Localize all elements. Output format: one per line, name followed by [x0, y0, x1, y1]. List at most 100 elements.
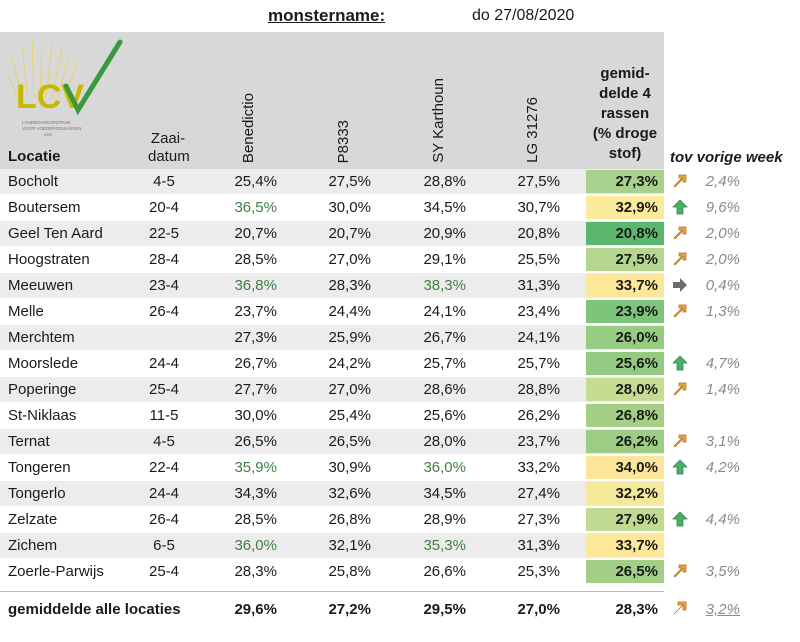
value-cell: 23,4%	[517, 303, 560, 320]
footer-cell: 29,6%	[234, 601, 277, 618]
average-cell: 27,3%	[586, 170, 664, 193]
table-row: Zoerle-Parwijs 25-4 28,3% 25,8% 26,6% 25,3% 26…	[0, 559, 800, 585]
arrow-up-right-icon	[672, 225, 688, 241]
sowing-date: 25-4	[148, 563, 180, 580]
sowing-date: 26-4	[148, 303, 180, 320]
sowing-date: 6-5	[153, 537, 175, 554]
weekly-change: 4,4%	[705, 511, 740, 528]
table-body: Bocholt 4-5 25,4% 27,5% 28,8% 27,5% 27,3% 2,4% B…	[0, 169, 800, 585]
average-cell: 32,9%	[586, 196, 664, 219]
arrow-up-right-icon	[672, 251, 688, 267]
value-cell: 33,2%	[517, 459, 560, 476]
location-name: Bocholt	[8, 173, 59, 190]
value-cell: 27,5%	[328, 173, 371, 190]
sowing-date: 22-4	[148, 459, 180, 476]
value-cell: 20,8%	[517, 225, 560, 242]
location-name: Zichem	[8, 537, 58, 554]
average-cell: 26,8%	[586, 404, 664, 427]
average-cell: 26,5%	[586, 560, 664, 583]
value-cell: 25,6%	[423, 407, 466, 424]
col-p8333: P8333	[335, 119, 352, 163]
value-cell: 25,7%	[517, 355, 560, 372]
value-cell: 25,9%	[328, 329, 371, 346]
sowing-date: 28-4	[148, 251, 180, 268]
average-cell: 25,6%	[586, 352, 664, 375]
location-name: Hoogstraten	[8, 251, 90, 268]
value-cell: 34,5%	[423, 485, 466, 502]
arrow-up-icon	[672, 355, 688, 371]
col-tov: tov vorige week	[670, 149, 783, 166]
value-cell: 26,2%	[517, 407, 560, 424]
value-cell: 24,2%	[328, 355, 371, 372]
sowing-date: 4-5	[153, 433, 175, 450]
value-cell: 23,7%	[234, 303, 277, 320]
average-cell: 27,9%	[586, 508, 664, 531]
arrow-up-icon	[672, 459, 688, 475]
value-cell: 25,3%	[517, 563, 560, 580]
value-cell: 20,7%	[234, 225, 277, 242]
value-cell: 25,5%	[517, 251, 560, 268]
average-cell: 27,5%	[586, 248, 664, 271]
sowing-date: 23-4	[148, 277, 180, 294]
table-row: Tongerlo 24-4 34,3% 32,6% 34,5% 27,4% 32,2%	[0, 481, 800, 507]
value-cell: 30,9%	[328, 459, 371, 476]
table-row: Zelzate 26-4 28,5% 26,8% 28,9% 27,3% 27,9% 4,4%	[0, 507, 800, 533]
value-cell: 26,7%	[423, 329, 466, 346]
value-cell: 35,3%	[423, 537, 466, 554]
value-cell: 24,4%	[328, 303, 371, 320]
weekly-change: 9,6%	[705, 199, 740, 216]
location-name: Melle	[8, 303, 44, 320]
average-cell: 23,9%	[586, 300, 664, 323]
svg-text:LANDBOUWCENTRUM: LANDBOUWCENTRUM	[22, 120, 71, 125]
value-cell: 29,1%	[423, 251, 466, 268]
location-name: Moorslede	[8, 355, 79, 372]
value-cell: 30,0%	[234, 407, 277, 424]
value-cell: 34,5%	[423, 199, 466, 216]
value-cell: 26,7%	[234, 355, 277, 372]
average-cell: 20,8%	[586, 222, 664, 245]
average-cell: 33,7%	[586, 534, 664, 557]
value-cell: 24,1%	[423, 303, 466, 320]
value-cell: 27,3%	[234, 329, 277, 346]
sowing-date: 20-4	[148, 199, 180, 216]
value-cell: 25,4%	[328, 407, 371, 424]
lcv-logo: LCV LANDBOUWCENTRUM VOOR VOEDERGEWASSEN …	[7, 38, 128, 144]
table-row: Meeuwen 23-4 36,8% 28,3% 38,3% 31,3% 33,7% 0,4%	[0, 273, 800, 299]
location-name: Meeuwen	[8, 277, 74, 294]
value-cell: 25,7%	[423, 355, 466, 372]
footer-cell: 29,5%	[423, 601, 466, 618]
table-row: Zichem 6-5 36,0% 32,1% 35,3% 31,3% 33,7%	[0, 533, 800, 559]
value-cell: 27,3%	[517, 511, 560, 528]
value-cell: 28,5%	[234, 511, 277, 528]
sowing-date: 24-4	[148, 485, 180, 502]
location-name: Zoerle-Parwijs	[8, 563, 104, 580]
location-name: Ternat	[8, 433, 50, 450]
sowing-date: 11-5	[149, 407, 179, 424]
value-cell: 30,7%	[517, 199, 560, 216]
location-name: Tongerlo	[8, 485, 66, 502]
col-average: gemid-delde 4 rassen (% droge stof)	[592, 65, 658, 162]
value-cell: 25,8%	[328, 563, 371, 580]
table-row: Ternat 4-5 26,5% 26,5% 28,0% 23,7% 26,2% 3,1%	[0, 429, 800, 455]
location-name: St-Niklaas	[8, 407, 77, 424]
value-cell: 30,0%	[328, 199, 371, 216]
value-cell: 28,3%	[234, 563, 277, 580]
weekly-change: 2,0%	[705, 251, 740, 268]
value-cell: 27,7%	[234, 381, 277, 398]
average-cell: 26,0%	[586, 326, 664, 349]
value-cell: 27,0%	[328, 251, 371, 268]
sowing-date: 22-5	[148, 225, 180, 242]
location-name: Merchtem	[8, 329, 75, 346]
average-cell: 32,2%	[586, 482, 664, 505]
col-locatie: Locatie	[8, 148, 61, 165]
title-bar: monstername: do 27/08/2020	[0, 6, 800, 30]
sample-label: monstername:	[268, 6, 386, 25]
arrow-up-right-icon	[672, 600, 688, 616]
data-table: LCV LANDBOUWCENTRUM VOOR VOEDERGEWASSEN …	[0, 32, 800, 625]
value-cell: 32,6%	[328, 485, 371, 502]
col-zaaidatum: Zaai-datum	[148, 130, 190, 165]
arrow-up-icon	[672, 199, 688, 215]
value-cell: 36,5%	[234, 199, 277, 216]
value-cell: 28,9%	[423, 511, 466, 528]
weekly-change: 2,4%	[705, 173, 740, 190]
